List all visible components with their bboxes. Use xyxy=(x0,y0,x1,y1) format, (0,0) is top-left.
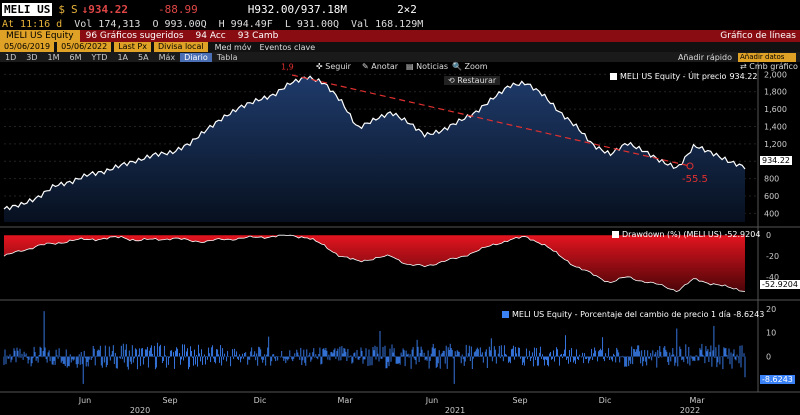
x-tick-label: Sep xyxy=(512,396,527,405)
price-legend-value: 934.22 xyxy=(729,72,758,81)
x-tick-label: Dic xyxy=(599,396,612,405)
chart-type-title: Gráfico de líneas xyxy=(720,31,796,41)
price-flag: S xyxy=(70,2,78,16)
bid-ask: H932.00/937.18M xyxy=(247,2,348,16)
legend-swatch xyxy=(612,231,619,238)
date-toolbar: 05/06/2019 05/06/2022 Last Px Divisa loc… xyxy=(0,42,800,52)
quick-add-button[interactable]: Añadir rápido xyxy=(677,52,732,62)
stat-high: H 994.49F xyxy=(218,18,273,30)
drawdown-line xyxy=(3,234,746,293)
price-last-label: 934.22 xyxy=(760,156,792,165)
legend-swatch xyxy=(502,311,509,318)
x-tick-label: Mar xyxy=(337,396,353,405)
stats-bar: At 11:16 d Vol 174,313 O 993.00Q H 994.4… xyxy=(0,18,800,30)
drawdown-legend-text: Drawdown (%) (MELI US) -52.9204 xyxy=(622,230,761,239)
period-5a[interactable]: 5A xyxy=(138,52,149,62)
legend-swatch xyxy=(610,73,617,80)
annotate-button[interactable]: ✎ Anotar xyxy=(362,62,399,71)
returns-y-tick: 20 xyxy=(766,305,776,314)
x-tick-label: Mar xyxy=(689,396,705,405)
add-data-field[interactable]: Añadir datos xyxy=(738,52,796,62)
peak-annotation: 1,9 xyxy=(281,63,294,72)
price-legend[interactable]: MELI US Equity - Últ precio 934.22 xyxy=(610,72,757,81)
drawdown-last-label: -52.9204 xyxy=(760,280,800,289)
drawdown-y-tick: -20 xyxy=(766,252,779,261)
year-label: 2022 xyxy=(680,406,700,415)
price-y-tick: 1,600 xyxy=(764,105,787,114)
price-y-tick: 2,000 xyxy=(764,70,787,79)
zoom-button[interactable]: 🔍 Zoom xyxy=(452,62,488,71)
price-area xyxy=(4,76,745,222)
price-y-tick: 1,200 xyxy=(764,140,787,149)
x-tick-label: Sep xyxy=(162,396,177,405)
price-y-tick: 1,800 xyxy=(764,88,787,97)
chart-toolbar: MELI US Equity 96 Gráficos sugeridos 94 … xyxy=(0,30,800,42)
period-1a[interactable]: 1A xyxy=(117,52,128,62)
price-y-tick: 400 xyxy=(764,209,779,218)
price-y-tick: 600 xyxy=(764,192,779,201)
actions-menu[interactable]: 94 Acc xyxy=(195,31,226,41)
year-label: 2020 xyxy=(130,406,150,415)
returns-y-tick: 10 xyxy=(766,329,776,338)
returns-y-tick: 0 xyxy=(766,353,771,362)
change-menu[interactable]: 93 Camb xyxy=(237,31,279,41)
security-field[interactable]: MELI US Equity xyxy=(0,30,80,42)
chart-area[interactable]: 4006008001,0001,2001,4001,6001,8002,0000… xyxy=(0,62,800,415)
drawdown-annotation: -55.5 xyxy=(682,174,708,185)
stat-volume: Vol 174,313 xyxy=(74,18,141,30)
x-tick-label: Jun xyxy=(425,396,439,405)
ticker-bar: MELI US $ S ↓934.22 -88.99 H932.00/937.1… xyxy=(0,0,800,18)
period-ytd[interactable]: YTD xyxy=(91,52,108,62)
trend-line xyxy=(291,74,691,167)
price-field-select[interactable]: Last Px xyxy=(114,42,151,52)
returns-legend-text: MELI US Equity - Porcentaje del cambio d… xyxy=(512,310,765,319)
period-3d[interactable]: 3D xyxy=(26,52,38,62)
change-chart-button[interactable]: ⇄ Cmb gráfico xyxy=(740,62,798,71)
follow-button[interactable]: ✜ Seguir xyxy=(316,62,351,71)
end-date-field[interactable]: 05/06/2022 xyxy=(57,42,112,52)
price-y-tick: 800 xyxy=(764,175,779,184)
suggested-charts-button[interactable]: 96 Gráficos sugeridos xyxy=(85,31,184,41)
period-toolbar: 1D 3D 1M 6M YTD 1A 5A Máx Diario Tabla A… xyxy=(0,52,800,62)
returns-last-label: -8.6243 xyxy=(760,375,795,384)
currency-mark: $ xyxy=(58,2,65,16)
returns-legend[interactable]: MELI US Equity - Porcentaje del cambio d… xyxy=(502,310,764,319)
last-price: ↓934.22 xyxy=(81,2,128,16)
drawdown-area xyxy=(4,235,745,292)
stat-value: Val 168.129M xyxy=(351,18,424,30)
frequency-select[interactable]: Diario xyxy=(180,52,212,62)
start-date-field[interactable]: 05/06/2019 xyxy=(0,42,55,52)
stat-at: At 11:16 d xyxy=(2,18,63,30)
drawdown-y-tick: -40 xyxy=(766,273,779,282)
key-events-button[interactable]: Eventos clave xyxy=(259,42,316,52)
x-tick-label: Jun xyxy=(78,396,92,405)
period-6m[interactable]: 6M xyxy=(69,52,82,62)
news-button[interactable]: ▤ Noticias xyxy=(406,62,449,71)
currency-select[interactable]: Divisa local xyxy=(153,42,208,52)
period-1d[interactable]: 1D xyxy=(5,52,17,62)
period-max[interactable]: Máx xyxy=(158,52,176,62)
price-legend-text: MELI US Equity - Últ precio xyxy=(620,72,727,81)
x-tick-label: Dic xyxy=(254,396,267,405)
year-label: 2021 xyxy=(445,406,465,415)
returns-bars xyxy=(3,311,746,384)
bid-ask-size: 2×2 xyxy=(397,2,417,16)
restore-button[interactable]: ⟲ Restaurar xyxy=(444,76,501,85)
table-button[interactable]: Tabla xyxy=(216,52,238,62)
price-y-tick: 1,400 xyxy=(764,122,787,131)
drawdown-legend[interactable]: Drawdown (%) (MELI US) -52.9204 xyxy=(612,230,760,239)
stat-low: L 931.00Q xyxy=(284,18,340,30)
ticker-symbol[interactable]: MELI US xyxy=(2,2,53,16)
drawdown-y-tick: 0 xyxy=(766,231,771,240)
price-line xyxy=(3,75,746,211)
price-change: -88.99 xyxy=(157,2,198,16)
period-1m[interactable]: 1M xyxy=(47,52,60,62)
moving-average-button[interactable]: Med móv xyxy=(214,42,252,52)
trough-marker xyxy=(686,162,694,170)
stat-open: O 993.00Q xyxy=(152,18,207,30)
